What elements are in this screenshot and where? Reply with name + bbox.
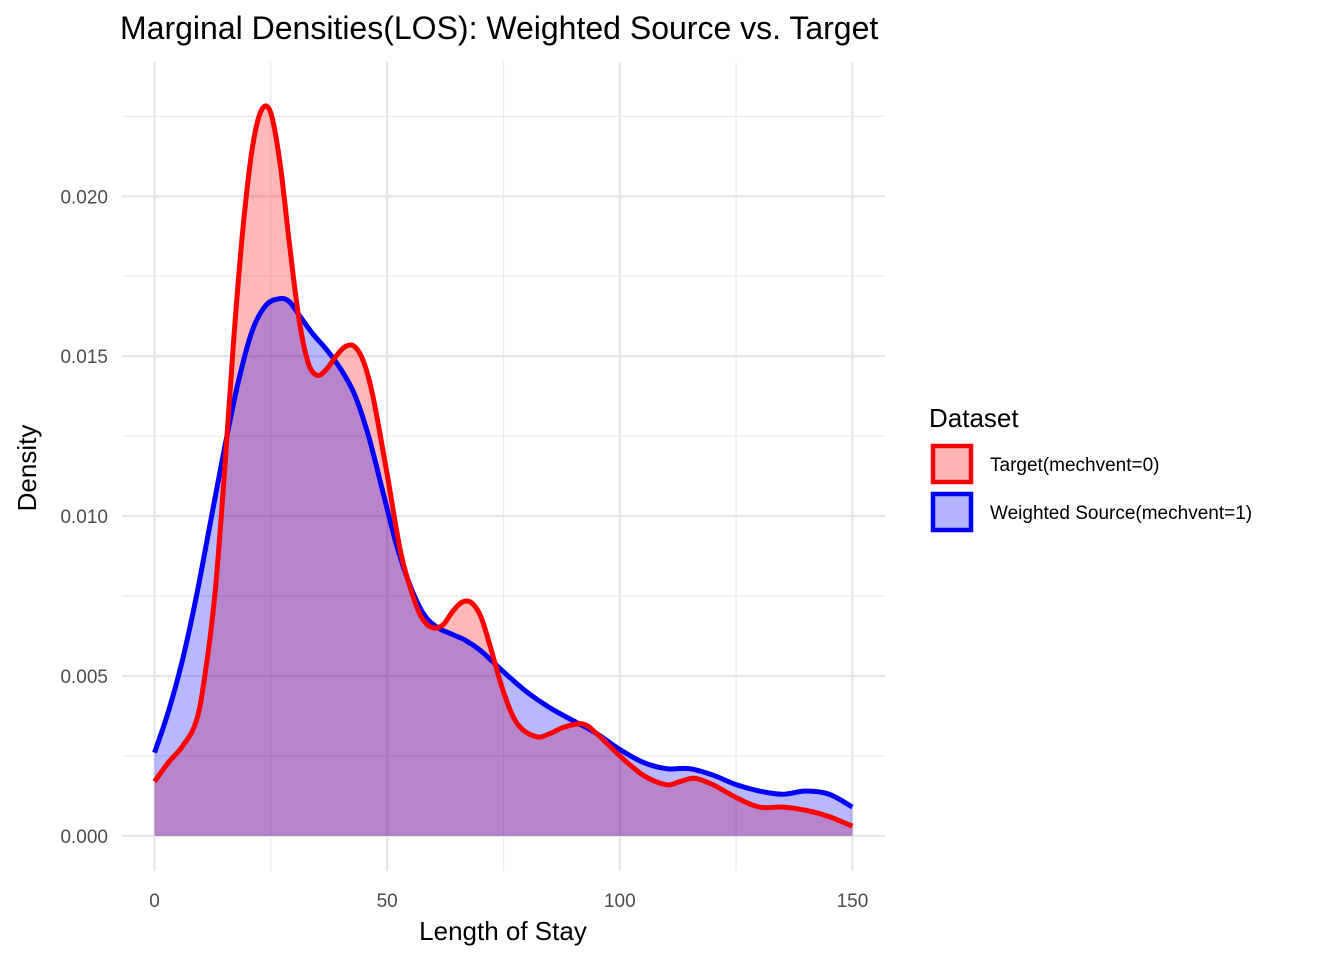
legend-key	[930, 491, 974, 533]
target-density-line	[152, 103, 854, 829]
legend: Dataset Target(mechvent=0) Weighted Sourc…	[929, 403, 1252, 533]
x-tick-label: 0	[149, 891, 160, 912]
legend-items: Target(mechvent=0) Weighted Source(mechve…	[930, 443, 1252, 533]
y-tick-label: 0.010	[60, 507, 108, 528]
x-tick-label: 150	[837, 891, 869, 912]
chart-title: Marginal Densities(LOS): Weighted Source…	[120, 10, 878, 46]
legend-item: Weighted Source(mechvent=1)	[930, 491, 1252, 533]
y-axis-ticks: 0.000 0.005 0.010 0.015 0.020	[60, 187, 108, 848]
legend-item: Target(mechvent=0)	[930, 443, 1160, 485]
y-tick-label: 0.000	[60, 827, 108, 848]
legend-title: Dataset	[929, 403, 1019, 433]
x-tick-label: 50	[377, 891, 398, 912]
y-tick-label: 0.005	[60, 667, 108, 688]
source-density-line	[152, 295, 854, 810]
x-axis-title: Length of Stay	[419, 916, 587, 946]
source-density-area	[154, 298, 853, 836]
legend-label: Weighted Source(mechvent=1)	[990, 503, 1252, 524]
y-axis-title: Density	[12, 425, 42, 512]
density-lines	[152, 103, 854, 829]
x-tick-label: 100	[604, 891, 636, 912]
y-tick-label: 0.020	[60, 187, 108, 208]
legend-label: Target(mechvent=0)	[990, 455, 1160, 476]
target-density-area	[154, 105, 853, 836]
plot-grid	[122, 62, 885, 871]
y-tick-label: 0.015	[60, 347, 108, 368]
legend-key	[930, 443, 974, 485]
x-axis-ticks: 0 50 100 150	[149, 891, 868, 912]
density-areas	[154, 105, 853, 836]
